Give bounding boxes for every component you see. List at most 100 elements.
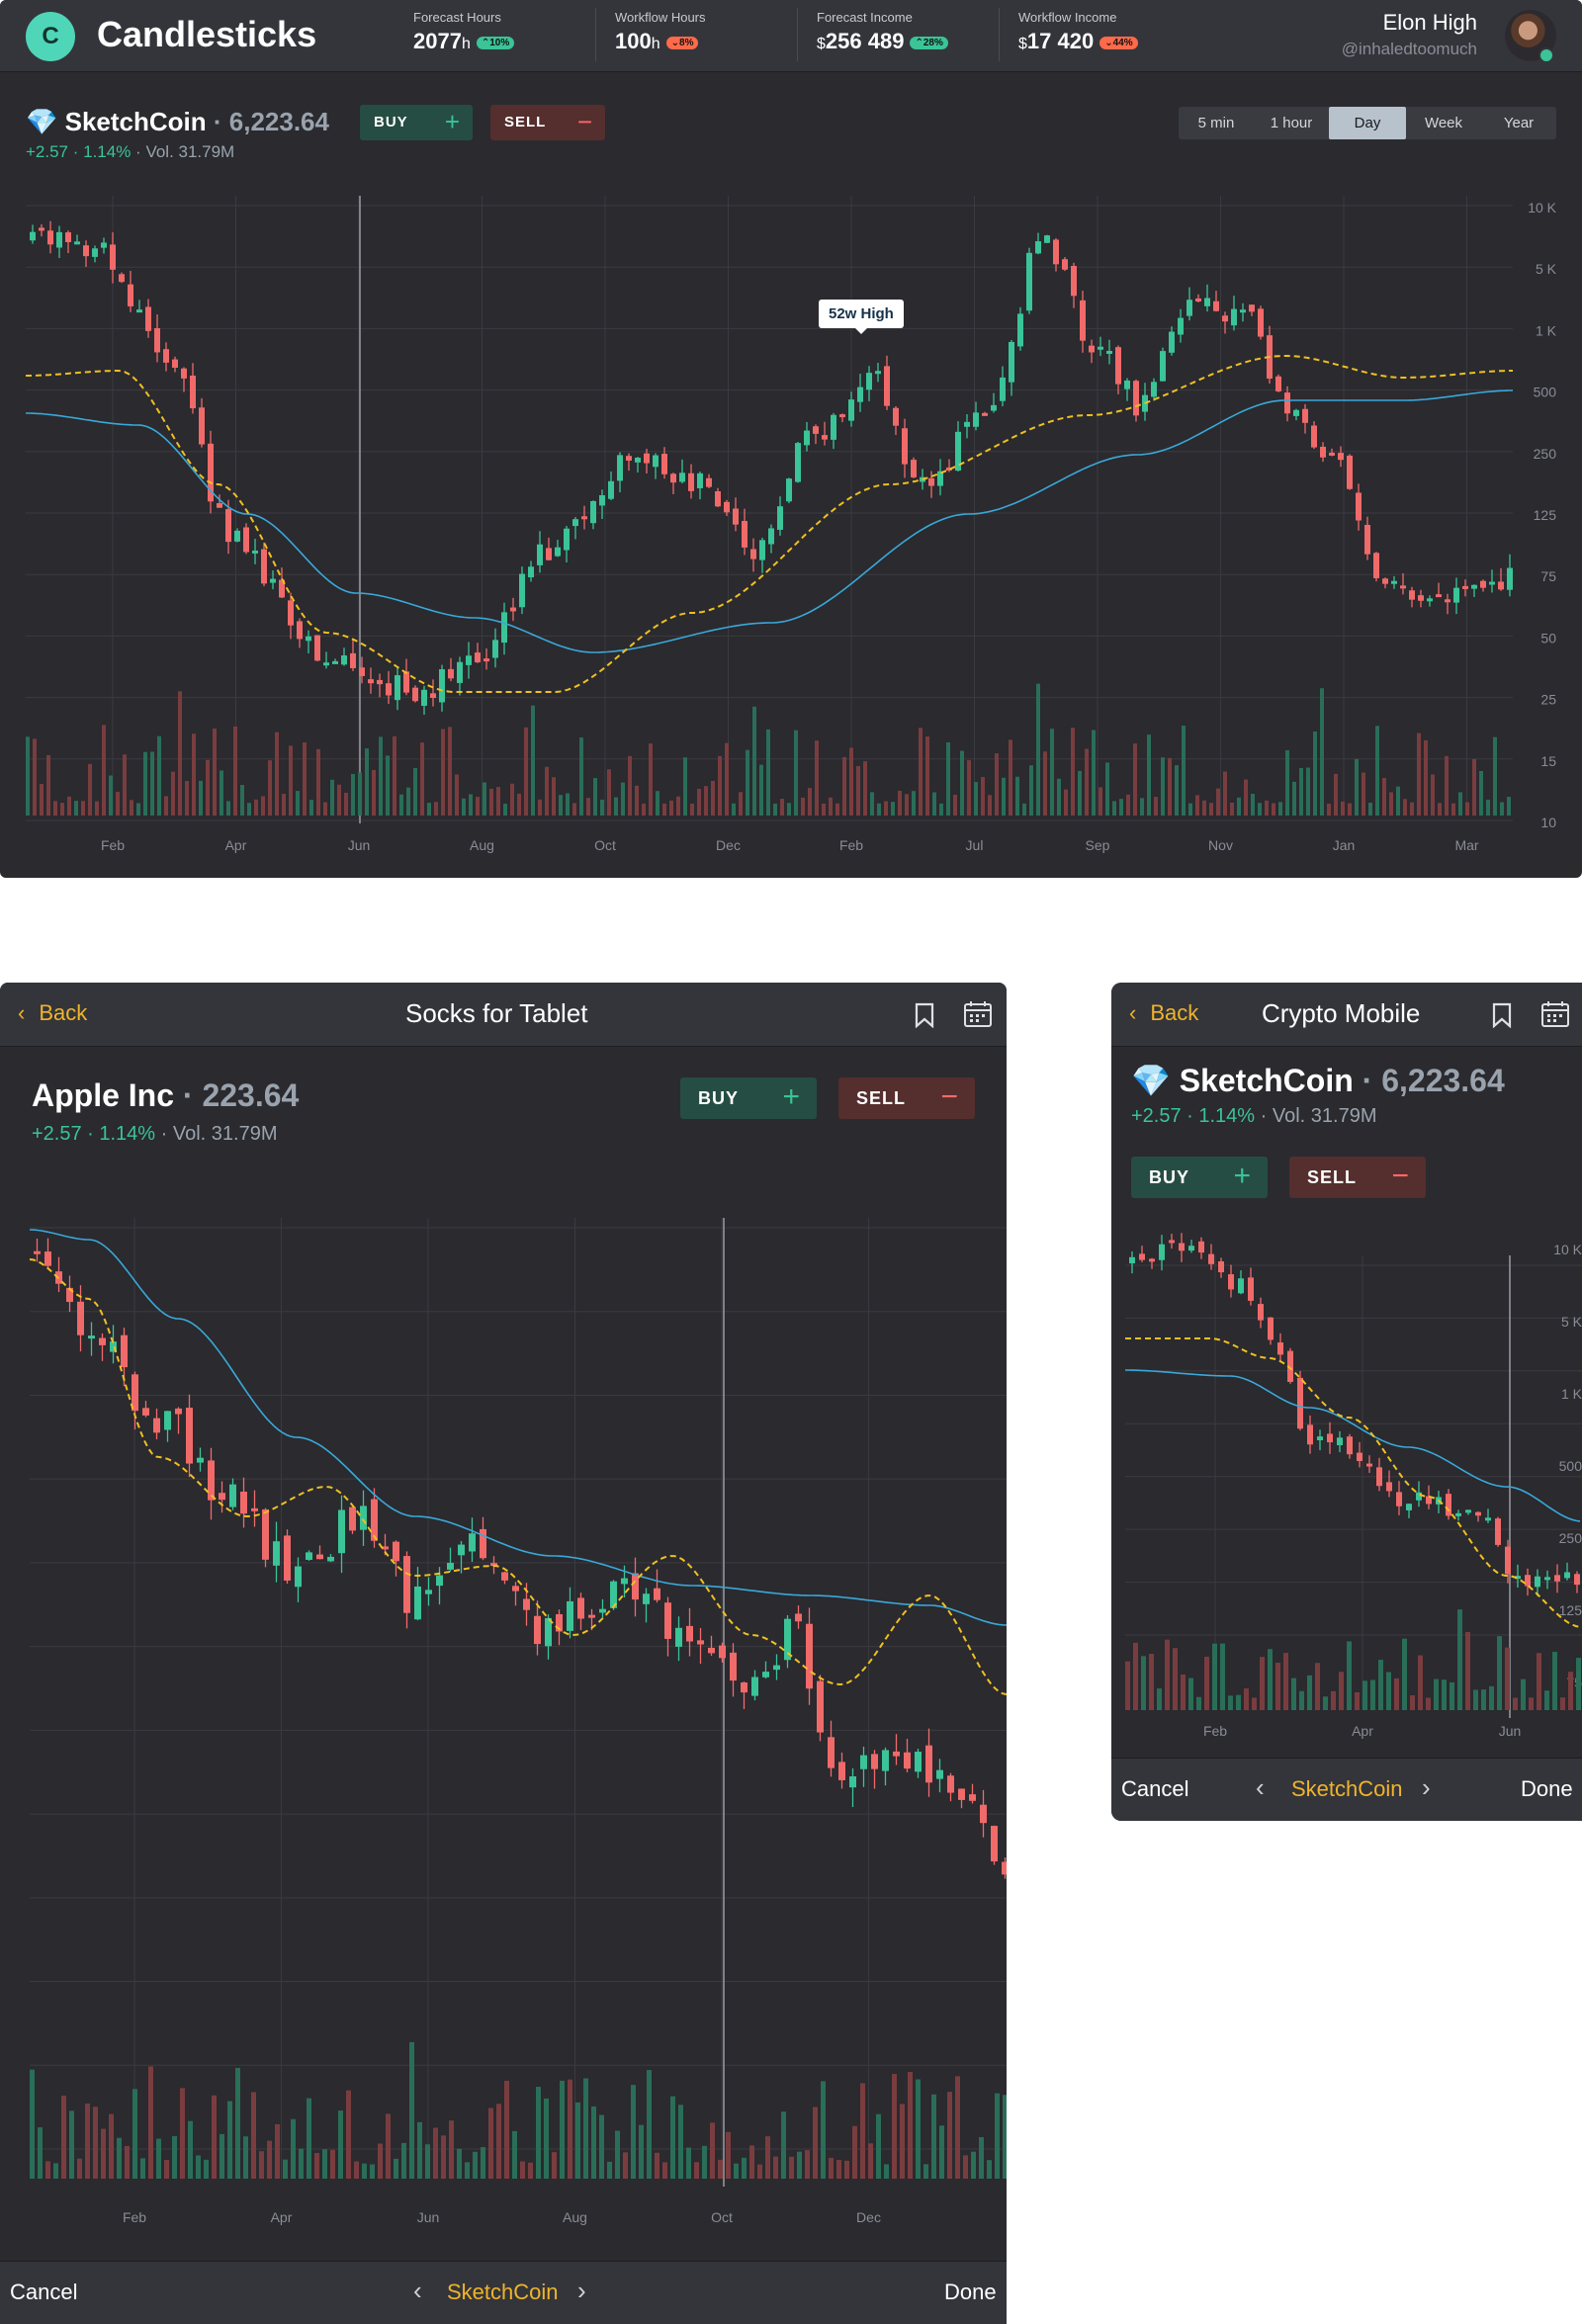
candlestick-chart[interactable]: Feb Apr Jun Aug Oct Dec [0,1161,1007,2258]
x-tick-label: Feb [101,837,125,853]
volume-bar [971,2151,976,2179]
volume-bar [330,779,334,816]
range-year[interactable]: Year [1503,115,1535,131]
symbol-switcher[interactable]: SketchCoin [1291,1776,1403,1801]
done-button[interactable]: Done [944,2280,997,2304]
volume-bar [362,2163,367,2179]
candle-body [510,607,516,612]
sell-button[interactable]: SELL − [490,105,605,140]
bookmark-icon[interactable] [1491,1002,1513,1028]
volume-bar [988,795,992,816]
volume-bar [1497,1636,1502,1710]
volume-bar [337,784,341,816]
sell-button[interactable]: SELL − [1289,1157,1426,1198]
volume-bar [1473,1689,1478,1710]
volume-bar [766,729,770,816]
candle-body [537,544,543,565]
range-day[interactable]: Day [1329,107,1406,139]
volume-bar [1252,1697,1257,1710]
stat-value: 100 [615,29,652,53]
buy-button[interactable]: BUY + [1131,1157,1268,1198]
volume-bar [401,2142,406,2179]
candle-body [1329,452,1335,456]
range-week[interactable]: Week [1424,115,1463,131]
candle-body [99,1337,106,1345]
volume-bar [742,2157,747,2179]
sell-button[interactable]: SELL − [838,1077,975,1119]
volume-bar [1382,777,1386,816]
volume-bar [852,2125,857,2179]
calendar-icon[interactable] [963,1000,993,1028]
volume-bar [1126,794,1130,816]
candlestick-chart[interactable]: Feb Apr Jun Aug Oct Dec Feb Jul Sep Nov Jan Mar 10 K… [0,158,1582,865]
volume-bar [1133,1642,1138,1710]
x-tick-label: Sep [1086,837,1110,853]
52w-high-tooltip: 52w High [819,300,904,334]
volume-bar [702,2145,707,2179]
volume-bar [26,736,30,816]
range-5min[interactable]: 5 min [1197,115,1235,131]
volume-bar [406,787,410,816]
candle-body [306,636,311,642]
symbol-subline: +2.57 · 1.14% · Vol. 31.79M [32,1123,278,1145]
chevron-right-icon[interactable]: › [577,2276,586,2305]
buy-button[interactable]: BUY + [680,1077,817,1119]
chevron-left-icon[interactable]: ‹ [413,2276,422,2305]
volume-bar [1085,748,1089,816]
back-button[interactable]: ‹ Back [18,1000,88,1025]
candle-body [412,687,418,702]
candle-body [599,1608,606,1613]
volume-bar [204,2159,209,2179]
back-button[interactable]: ‹ Back [1129,1000,1199,1025]
bookmark-icon[interactable] [914,1002,935,1028]
candle-body [991,1826,998,1862]
volume-bar [568,2079,572,2179]
candle-body [1284,392,1290,414]
calendar-icon[interactable] [1540,1000,1570,1028]
symbol-switcher[interactable]: SketchCoin [447,2280,559,2304]
chevron-right-icon[interactable]: › [1422,1772,1431,1802]
volume-bar [365,748,369,816]
volume-bar [1552,1652,1557,1710]
candle-body [110,244,116,270]
stat-unit: $ [817,36,826,52]
range-1hour[interactable]: 1 hour [1270,115,1313,131]
volume-bar [621,782,625,816]
candle-body [697,473,703,488]
candle-body [314,635,320,661]
candle-body [44,1251,51,1266]
cancel-button[interactable]: Cancel [10,2280,78,2304]
user-name[interactable]: Elon High [1382,10,1477,35]
symbol-name: SketchCoin [64,107,207,136]
volume-bar [1457,1609,1462,1710]
y-tick-label: 15 [1540,753,1556,769]
price-change: +2.57 · 1.14% [1131,1105,1256,1127]
candle-body [804,430,810,446]
candle-body [1495,1518,1501,1545]
volume-bar [560,2080,565,2179]
volume-bar [409,2041,414,2179]
candle-body [1139,1253,1145,1260]
volume-bar [599,2114,604,2179]
candle-body [831,414,836,440]
candle-body [875,371,881,375]
candle-body [1455,1512,1461,1516]
candle-body [65,232,71,242]
candle-body [904,1752,911,1769]
cancel-button[interactable]: Cancel [1121,1776,1189,1801]
chevron-left-icon[interactable]: ‹ [1256,1772,1265,1802]
buy-button[interactable]: BUY + [360,105,473,140]
volume-bar [88,763,92,816]
done-button[interactable]: Done [1521,1776,1573,1801]
candle-body [145,306,151,331]
volume-bar [354,2161,359,2179]
volume-bar [303,742,307,816]
volume-bar [1105,762,1109,816]
volume-bar [1513,1697,1518,1710]
candle-body [142,1408,149,1416]
candle-body [492,640,498,658]
candle-body [686,1625,693,1642]
volume-bar [1181,1674,1186,1710]
volume-bar [1244,779,1248,816]
